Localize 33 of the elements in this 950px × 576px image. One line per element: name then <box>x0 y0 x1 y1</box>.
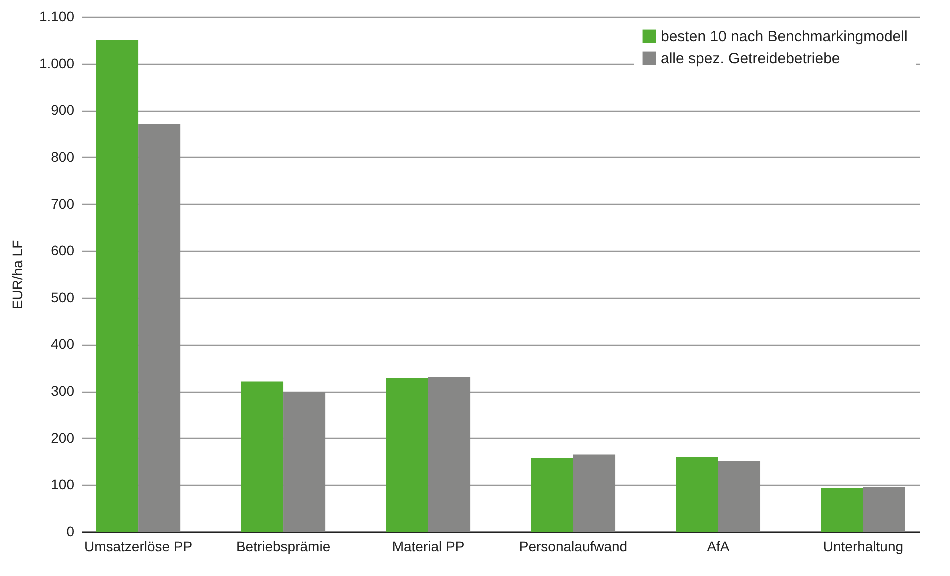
y-tick-label: 600 <box>51 242 75 259</box>
x-tick-label: Umsatzerlöse PP <box>84 538 193 554</box>
bar <box>96 40 139 532</box>
bar <box>284 392 326 532</box>
x-tick-label: Personalaufwand <box>519 538 628 554</box>
legend-label: besten 10 nach Benchmarkingmodell <box>661 28 908 46</box>
x-tick-label: Betriebsprämie <box>236 538 331 554</box>
bar <box>573 454 616 532</box>
bar <box>241 382 284 532</box>
x-tick-label: AfA <box>707 538 730 554</box>
y-tick-label: 500 <box>51 289 75 306</box>
y-tick-label: 200 <box>51 430 75 446</box>
bar <box>386 378 429 532</box>
y-tick-label: 0 <box>66 524 75 540</box>
bar <box>676 458 718 532</box>
bar <box>138 124 181 532</box>
y-tick-label: 300 <box>51 383 75 400</box>
x-tick-label: Material PP <box>392 538 465 554</box>
y-axis-title: EUR/ha LF <box>9 240 26 310</box>
legend-label: alle spez. Getreidebetriebe <box>661 50 840 68</box>
y-tick-label: 100 <box>51 476 75 493</box>
y-tick-label: 700 <box>51 196 75 212</box>
bar <box>863 487 906 532</box>
bar <box>428 378 471 532</box>
bar <box>821 488 864 532</box>
y-tick-label: 900 <box>51 102 75 118</box>
y-tick-label: 400 <box>51 336 75 352</box>
bar <box>531 458 574 532</box>
y-tick-label: 1.000 <box>39 55 75 72</box>
y-tick-label: 1.100 <box>39 8 75 24</box>
x-tick-label: Unterhaltung <box>823 538 904 554</box>
y-tick-label: 800 <box>51 148 75 165</box>
bar <box>718 461 761 532</box>
